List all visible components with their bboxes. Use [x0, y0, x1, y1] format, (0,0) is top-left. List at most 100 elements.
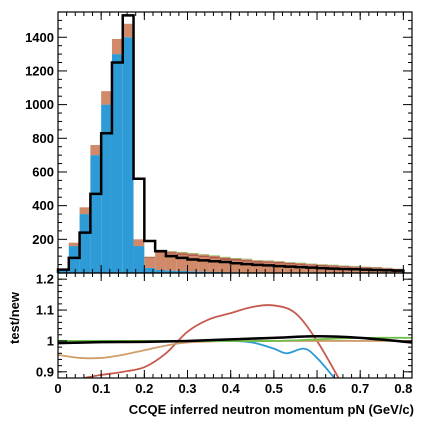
histogram-bin [187, 271, 199, 273]
histogram-bin [198, 254, 210, 255]
histogram-bin [295, 263, 307, 265]
histogram-bin [252, 260, 264, 261]
histogram-bin [90, 155, 102, 273]
y-tick-label: 1200 [25, 63, 54, 78]
histogram-bin [165, 252, 177, 254]
y-tick-label: 800 [32, 131, 54, 146]
histogram-bin [209, 255, 220, 257]
histogram-bin [198, 257, 210, 272]
histogram-bin [176, 253, 188, 255]
histogram-bin [219, 258, 231, 261]
histogram-bin [252, 262, 264, 273]
y-tick-label: 400 [32, 198, 54, 213]
histogram-bin [68, 246, 80, 273]
histogram-bin [198, 254, 210, 256]
histogram-bin [176, 251, 188, 253]
ratio-curves [58, 304, 412, 378]
histogram-bin [338, 266, 350, 268]
histogram-bin [360, 267, 371, 268]
histogram-bin [273, 261, 285, 264]
histogram-bin [176, 252, 188, 254]
histogram-bin [252, 260, 264, 263]
x-tick-label: 0.8 [394, 381, 412, 396]
y-tick-label: 1000 [25, 97, 54, 112]
histogram-bin [155, 269, 166, 273]
histogram-bin [317, 266, 328, 273]
histogram-bin [306, 265, 318, 273]
histogram-bin [241, 258, 253, 260]
histogram-bin [349, 266, 361, 268]
histogram-bin [133, 239, 145, 247]
histogram-bin [144, 257, 156, 268]
ratio-y-tick-label: 1.2 [36, 272, 54, 287]
histogram-bin [392, 268, 404, 270]
histogram-bin [230, 258, 242, 259]
histogram-bin [230, 260, 242, 273]
histogram-bin [241, 259, 253, 260]
ratio-frame [57, 272, 413, 379]
histogram-bin [263, 262, 274, 273]
histogram-bin [165, 270, 177, 273]
x-tick-label: 0.5 [265, 381, 283, 396]
histogram-bin [219, 260, 231, 273]
histogram-bin [176, 254, 188, 271]
histogram-bin [230, 259, 242, 261]
histogram-bin [187, 256, 199, 272]
histogram-bin [284, 264, 296, 273]
histogram-bin [273, 263, 285, 273]
histogram-bin [122, 37, 134, 274]
histogram-bin [263, 261, 274, 263]
histogram-bin [381, 268, 393, 269]
histogram-bin [219, 256, 231, 258]
x-tick-label: 0.2 [135, 381, 153, 396]
ratio-curve [58, 339, 412, 360]
histogram-bin [79, 207, 91, 215]
histogram-bin [370, 267, 382, 269]
histogram-bin [198, 255, 210, 258]
histogram-bin [209, 255, 220, 256]
histogram-bin [230, 258, 242, 260]
histogram-bin [219, 257, 231, 259]
histogram-bin [144, 267, 156, 273]
y-tick-label: 1400 [25, 30, 54, 45]
histogram-bin [79, 214, 91, 273]
histogram-bin [263, 260, 274, 262]
histogram-bin [187, 254, 199, 257]
ratio-curve [58, 335, 412, 345]
histogram-bin [133, 246, 145, 273]
ratio-panel: 0.9 1 1.1 1.2 0 0.1 0.2 0.3 0.4 0.5 0.6 0.7 0.8 [36, 272, 413, 396]
histogram-bin [111, 38, 123, 55]
histogram-bin [284, 262, 296, 265]
histogram-bin [241, 261, 253, 273]
histogram-bin [155, 251, 166, 254]
y-tick-label: 200 [32, 232, 54, 247]
x-tick-label: 0 [54, 381, 61, 396]
ratio-y-axis-label: test/new [7, 291, 22, 344]
ratio-y-tick-label: 0.9 [36, 364, 54, 379]
histogram-bin [209, 258, 220, 272]
histogram-bin [176, 270, 188, 273]
histogram-bin [209, 256, 220, 259]
histogram-bin [165, 253, 177, 271]
histogram-bin [122, 23, 134, 38]
x-tick-label: 0.1 [92, 381, 110, 396]
histogram-bin [155, 253, 166, 270]
ratio-curve [58, 339, 335, 378]
histogram-bin [68, 242, 80, 247]
histogram-bin [317, 264, 328, 267]
x-tick-label: 0.4 [222, 381, 241, 396]
ratio-curve [83, 304, 340, 378]
histogram-bin [144, 257, 156, 258]
histogram-bin [273, 261, 285, 262]
histogram-bin [90, 145, 102, 156]
histogram-bin [241, 259, 253, 262]
histogram-bin [198, 271, 210, 273]
x-tick-label: 0.3 [178, 381, 196, 396]
histogram-bin [295, 264, 307, 273]
histogram-panel: 200 400 600 800 1000 1200 1400 [25, 11, 413, 274]
x-axis-label: CCQE inferred neutron momentum pN (GeV/c… [129, 402, 414, 417]
total-histogram-outline [56, 14, 405, 273]
histogram-bin [111, 54, 123, 274]
histogram-bin [306, 264, 318, 266]
